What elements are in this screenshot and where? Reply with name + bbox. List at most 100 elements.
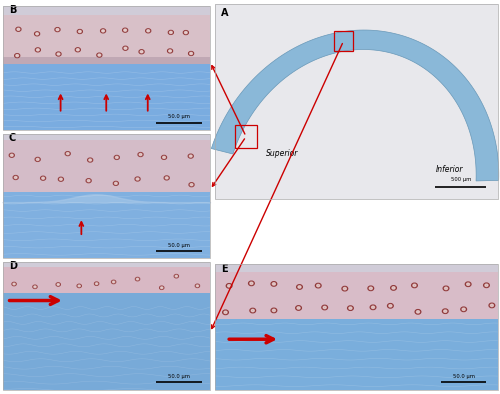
Circle shape (56, 28, 59, 31)
Circle shape (114, 182, 117, 184)
Circle shape (190, 184, 193, 186)
Circle shape (98, 54, 100, 56)
Circle shape (316, 284, 320, 287)
Circle shape (100, 29, 105, 33)
Circle shape (86, 179, 91, 183)
Bar (2, 6, 210, 130)
Bar (2, 140, 210, 192)
Circle shape (444, 310, 447, 312)
Circle shape (228, 284, 230, 287)
Circle shape (78, 285, 80, 287)
Circle shape (35, 158, 40, 162)
Circle shape (96, 283, 98, 284)
Circle shape (170, 32, 172, 33)
Bar (215, 4, 498, 199)
Circle shape (224, 311, 227, 314)
Circle shape (392, 287, 395, 289)
Circle shape (88, 180, 90, 182)
Circle shape (444, 287, 448, 290)
Circle shape (164, 176, 169, 180)
Circle shape (10, 153, 14, 157)
Circle shape (124, 29, 126, 31)
Circle shape (112, 280, 116, 284)
Circle shape (14, 54, 20, 58)
Bar (215, 264, 498, 390)
Circle shape (34, 32, 40, 36)
Circle shape (66, 152, 69, 155)
Circle shape (13, 283, 15, 285)
Circle shape (122, 28, 128, 32)
Circle shape (36, 49, 39, 51)
Circle shape (12, 282, 16, 286)
Circle shape (55, 28, 60, 32)
Circle shape (412, 283, 418, 288)
Bar (2, 6, 210, 15)
Circle shape (250, 309, 256, 313)
Circle shape (94, 282, 98, 285)
Circle shape (484, 283, 490, 288)
Bar (2, 134, 210, 258)
Polygon shape (212, 30, 499, 181)
Circle shape (342, 286, 347, 291)
Circle shape (13, 176, 18, 180)
Circle shape (33, 285, 37, 288)
Circle shape (89, 159, 92, 161)
Circle shape (271, 308, 276, 313)
Circle shape (322, 305, 328, 310)
Circle shape (190, 155, 192, 157)
Bar (215, 264, 498, 390)
Circle shape (136, 277, 140, 281)
Circle shape (58, 177, 64, 181)
Circle shape (146, 29, 150, 33)
Circle shape (56, 283, 60, 286)
Circle shape (139, 153, 142, 156)
Circle shape (36, 33, 38, 35)
Circle shape (40, 176, 46, 180)
Circle shape (36, 48, 41, 52)
Circle shape (348, 306, 354, 310)
Circle shape (442, 309, 448, 313)
Bar (235, 125, 258, 148)
Circle shape (162, 156, 166, 158)
Circle shape (123, 46, 128, 50)
Text: D: D (8, 261, 16, 271)
Circle shape (296, 306, 302, 310)
Circle shape (57, 53, 60, 55)
Bar (215, 264, 498, 271)
Circle shape (57, 284, 59, 285)
Circle shape (65, 152, 70, 156)
Circle shape (466, 282, 471, 286)
Circle shape (34, 286, 36, 288)
Circle shape (184, 31, 188, 35)
Circle shape (416, 310, 420, 313)
Circle shape (188, 52, 194, 56)
Text: B: B (8, 5, 16, 15)
Circle shape (415, 310, 421, 314)
Bar (2, 262, 210, 267)
Circle shape (485, 284, 488, 286)
Circle shape (160, 286, 164, 289)
Circle shape (147, 30, 150, 32)
Circle shape (389, 305, 392, 307)
Circle shape (490, 304, 494, 307)
Circle shape (78, 30, 81, 33)
Circle shape (140, 51, 143, 53)
Bar (2, 267, 210, 293)
Circle shape (42, 177, 44, 179)
Circle shape (17, 28, 20, 30)
Text: 50.0 μm: 50.0 μm (452, 374, 474, 379)
Circle shape (372, 306, 374, 309)
Circle shape (489, 303, 494, 308)
Circle shape (271, 282, 276, 286)
Circle shape (390, 286, 396, 290)
Text: 50.0 μm: 50.0 μm (168, 374, 190, 379)
Circle shape (196, 285, 198, 287)
Circle shape (136, 278, 138, 280)
Text: A: A (220, 7, 228, 18)
Circle shape (226, 284, 232, 288)
Circle shape (168, 49, 172, 53)
Circle shape (175, 275, 178, 277)
Circle shape (116, 156, 118, 158)
Circle shape (413, 284, 416, 286)
Circle shape (248, 281, 254, 286)
